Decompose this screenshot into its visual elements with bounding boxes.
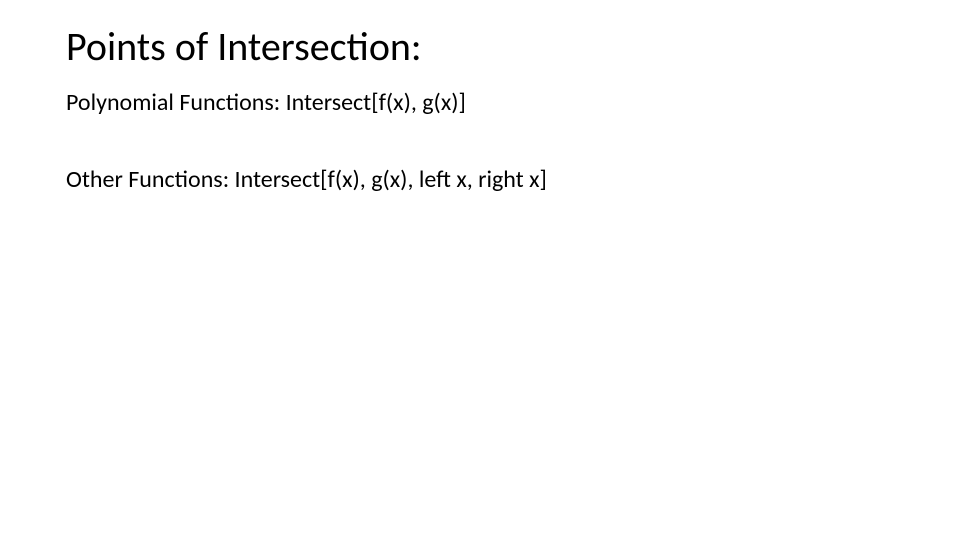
body-line-other: Other Functions: Intersect[f(x), g(x), l…: [66, 166, 894, 195]
slide-title: Points of Intersection:: [66, 22, 894, 71]
spacer: [66, 118, 894, 166]
slide-canvas: Points of Intersection: Polynomial Funct…: [0, 0, 960, 540]
body-line-polynomial: Polynomial Functions: Intersect[f(x), g(…: [66, 89, 894, 118]
